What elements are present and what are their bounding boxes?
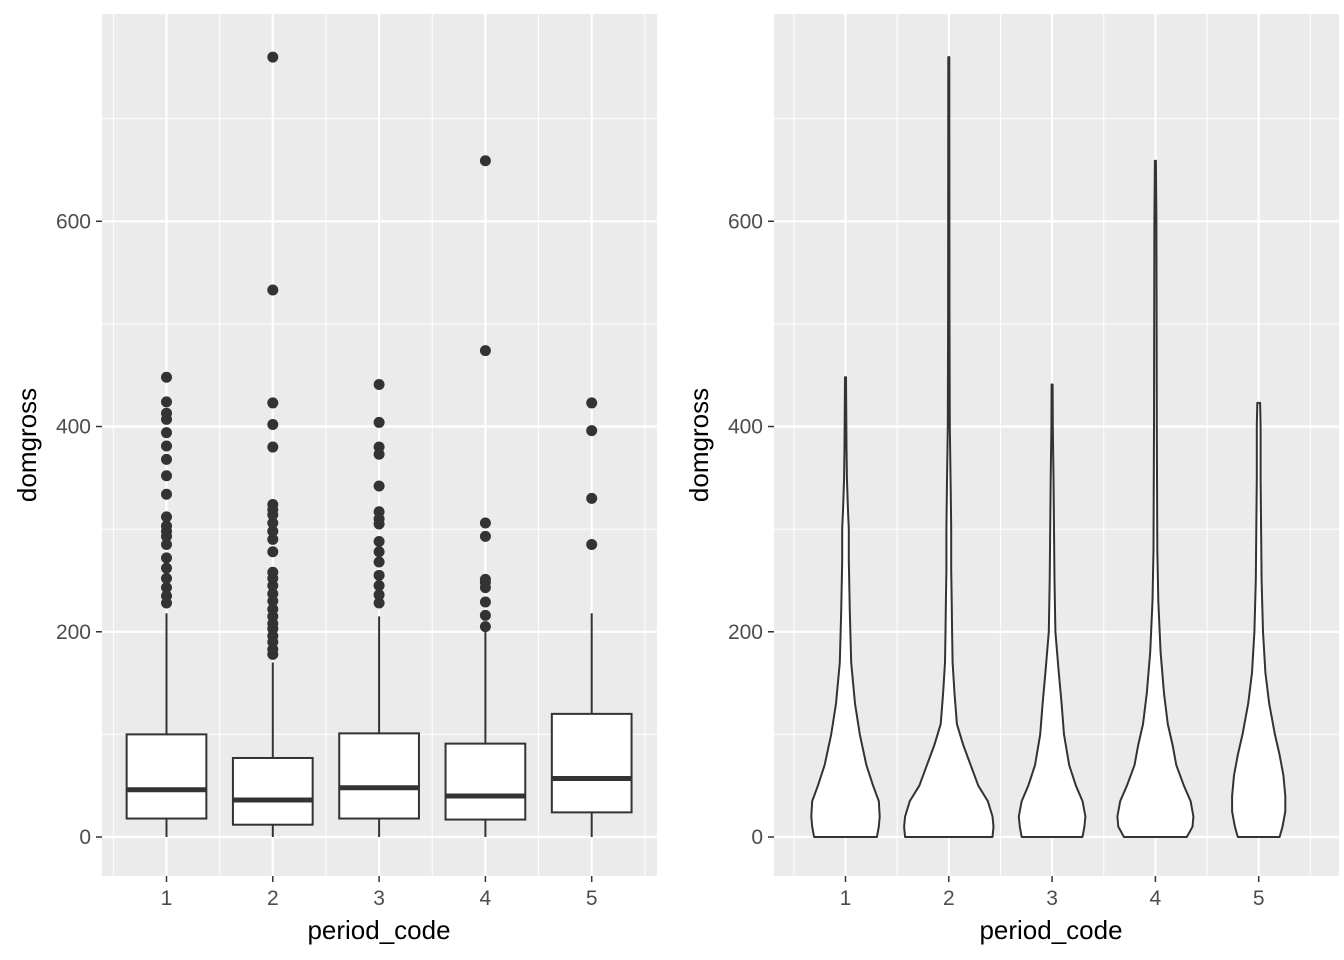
x-tick-label: 3 [1046,887,1058,910]
box-1 [125,371,208,838]
x-tick-label: 4 [1150,887,1162,910]
outlier-point [479,621,491,633]
y-tick-label: 400 [56,416,91,439]
box-iqr [550,712,633,814]
violin-4 [1116,159,1195,838]
violin-x-axis-title: period_code [979,915,1122,945]
boxplot-panel: 0 200 400 600 1 2 3 4 5 period_code domgross [12,14,657,945]
x-tick-label: 3 [373,887,385,910]
outlier-point [267,533,279,545]
boxplot-y-axis-title: domgross [12,388,42,502]
outlier-point [161,453,172,465]
outlier-point [161,511,172,523]
outlier-point [267,51,279,63]
boxplot-y-ticks: 0 200 400 600 [56,210,102,849]
outlier-point [373,441,385,453]
outlier-point [373,569,385,581]
violin-panel: 0 200 400 600 1 2 3 4 5 period_code domgross [684,14,1339,945]
x-tick-label: 2 [943,887,955,910]
outlier-point [479,609,491,621]
outlier-point [373,546,385,558]
box-iqr [125,733,208,820]
box-2 [231,51,314,838]
outlier-point [373,480,385,492]
outlier-point [479,573,491,585]
outlier-point [161,552,172,564]
violin-y-axis-title: domgross [684,388,714,502]
y-tick-label: 0 [751,826,763,849]
outlier-point [373,535,385,547]
outlier-point [267,418,279,430]
outlier-point [373,416,385,428]
outlier-point [267,525,279,537]
box-3 [338,378,420,838]
boxplot-x-ticks: 1 2 3 4 5 [161,876,598,910]
x-tick-label: 5 [1253,887,1265,910]
outlier-point [267,397,279,409]
violin-5 [1231,401,1287,838]
boxplot-x-axis-title: period_code [307,915,450,945]
violin-3 [1017,383,1087,838]
box-iqr [231,756,314,826]
x-tick-label: 1 [840,887,852,910]
y-tick-label: 600 [728,210,763,233]
outlier-point [479,530,491,542]
outlier-point [267,588,279,600]
outlier-point [161,562,172,574]
outlier-point [161,590,172,602]
outlier-point [161,488,172,500]
outlier-point [267,546,279,558]
outlier-point [373,378,385,390]
y-tick-label: 200 [728,621,763,644]
violin-y-ticks: 0 200 400 600 [728,210,774,849]
outlier-point [373,589,385,601]
x-tick-label: 4 [480,887,492,910]
outlier-point [161,427,172,439]
outlier-point [161,371,172,383]
violin-1 [810,376,881,838]
outlier-point [479,517,491,529]
outlier-point [586,539,598,551]
outlier-point [479,345,491,357]
outlier-point [267,603,279,615]
outlier-point [586,492,598,504]
outlier-point [267,566,279,578]
outlier-point [586,425,598,437]
outlier-point [161,582,172,594]
violin-x-ticks: 1 2 3 4 5 [840,876,1265,910]
outlier-point [373,580,385,592]
x-tick-label: 2 [267,887,279,910]
violin-marks [810,56,1287,838]
outlier-point [161,396,172,408]
x-tick-label: 5 [586,887,598,910]
y-tick-label: 200 [56,621,91,644]
box-5 [550,397,633,838]
outlier-point [161,520,172,532]
outlier-point [161,539,172,551]
x-tick-label: 1 [161,887,173,910]
boxplot-marks [125,51,633,838]
box-iqr [444,742,527,821]
y-tick-label: 0 [79,826,91,849]
outlier-point [267,441,279,453]
outlier-point [161,572,172,584]
box-iqr [338,732,420,820]
outlier-point [267,284,279,296]
outlier-point [586,397,598,409]
outlier-point [161,440,172,452]
outlier-point [479,155,491,167]
box-4 [444,155,527,838]
outlier-point [373,556,385,568]
outlier-point [161,407,172,419]
violin-2 [903,56,995,838]
outlier-point [267,517,279,529]
y-tick-label: 400 [728,416,763,439]
outlier-point [161,470,172,482]
y-tick-label: 600 [56,210,91,233]
outlier-point [373,506,385,518]
outlier-point [267,499,279,511]
outlier-point [479,596,491,608]
outlier-point [373,597,385,609]
